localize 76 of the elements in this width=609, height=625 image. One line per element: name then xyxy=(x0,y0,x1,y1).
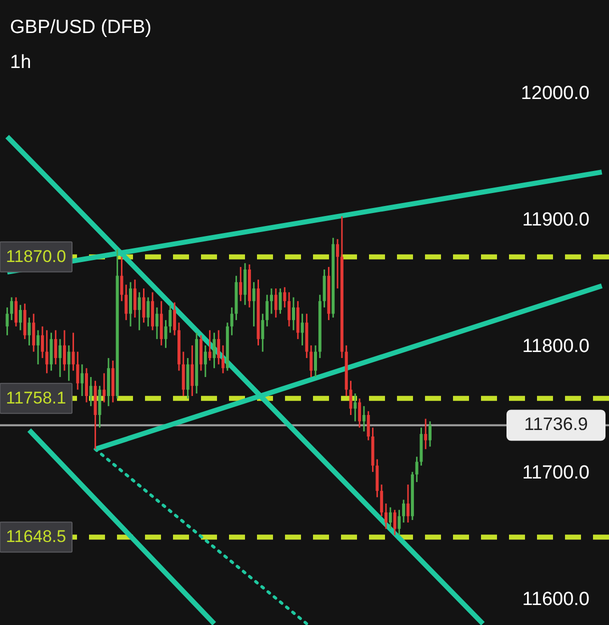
candlestick xyxy=(388,506,392,530)
candlestick xyxy=(67,344,70,382)
candlestick xyxy=(406,484,410,524)
candlestick xyxy=(14,296,18,328)
candlestick xyxy=(212,332,216,369)
ref-line-label: 11758.1 xyxy=(6,388,66,408)
candlestick xyxy=(155,306,158,340)
candlestick xyxy=(80,364,84,397)
y-tick-label: 11800.0 xyxy=(522,336,590,357)
candlestick xyxy=(58,338,62,378)
candlestick xyxy=(124,284,128,321)
candlestick xyxy=(380,484,384,517)
candlestick xyxy=(6,306,9,336)
candlestick xyxy=(300,313,304,346)
candlestick xyxy=(40,326,44,359)
candlestick xyxy=(415,456,418,483)
candlestick xyxy=(274,288,278,318)
candlestick xyxy=(18,304,22,331)
candlestick xyxy=(168,304,172,334)
candlestick xyxy=(54,329,58,366)
candlestick xyxy=(45,329,48,374)
y-tick-label: 11900.0 xyxy=(522,209,590,230)
candlestick xyxy=(252,281,256,328)
candlestick xyxy=(402,498,406,524)
ref-line-label: 11870.0 xyxy=(6,246,66,266)
candlestick xyxy=(222,344,225,374)
candlestick xyxy=(146,296,150,328)
candlestick xyxy=(283,286,286,308)
candlestick xyxy=(28,316,31,346)
candlestick xyxy=(62,329,66,372)
candlestick xyxy=(173,302,176,336)
text: 1h xyxy=(10,52,32,73)
candlestick xyxy=(428,420,432,448)
candlestick xyxy=(384,502,388,530)
candlestick xyxy=(239,266,242,302)
candlestick xyxy=(89,376,92,407)
candlestick xyxy=(270,288,273,315)
ref-line-label: 11648.5 xyxy=(6,527,66,546)
candlestick xyxy=(354,392,357,422)
candlestick xyxy=(336,238,340,290)
candlestick xyxy=(208,329,212,362)
candlestick xyxy=(72,332,75,372)
candlestick xyxy=(398,509,401,536)
candlestick xyxy=(358,398,362,428)
candlestick xyxy=(138,292,141,331)
candlestick xyxy=(292,296,295,331)
text: GBP/USD (DFB) xyxy=(10,17,152,38)
candlestick xyxy=(278,288,282,315)
candlestick xyxy=(102,372,106,404)
candlestick xyxy=(366,410,370,442)
candlestick xyxy=(120,256,124,302)
candlestick xyxy=(190,344,194,397)
y-tick-label: 12000.0 xyxy=(520,82,590,104)
y-tick-label: 11600.0 xyxy=(522,588,590,610)
candlestick xyxy=(204,344,207,378)
candlestick xyxy=(10,296,14,321)
candlestick xyxy=(362,405,366,432)
candlestick xyxy=(84,367,88,404)
candlestick xyxy=(164,319,168,349)
candlestick xyxy=(133,278,136,318)
candlestick xyxy=(32,313,36,352)
candlestick xyxy=(349,380,352,416)
candlestick xyxy=(217,329,220,366)
candlestick xyxy=(424,418,428,450)
candlestick xyxy=(288,292,291,328)
candlestick xyxy=(314,344,318,378)
candlestick xyxy=(266,294,269,328)
candlestick xyxy=(230,306,234,336)
candlestick xyxy=(142,288,146,324)
y-tick-label: 11700.0 xyxy=(522,462,590,484)
candlestick xyxy=(393,509,396,536)
candlestick xyxy=(261,313,264,352)
candlestick xyxy=(36,329,40,366)
ref-line-label: 11736.9 xyxy=(524,414,588,434)
candlestick xyxy=(76,350,80,390)
candlestick xyxy=(310,344,313,378)
